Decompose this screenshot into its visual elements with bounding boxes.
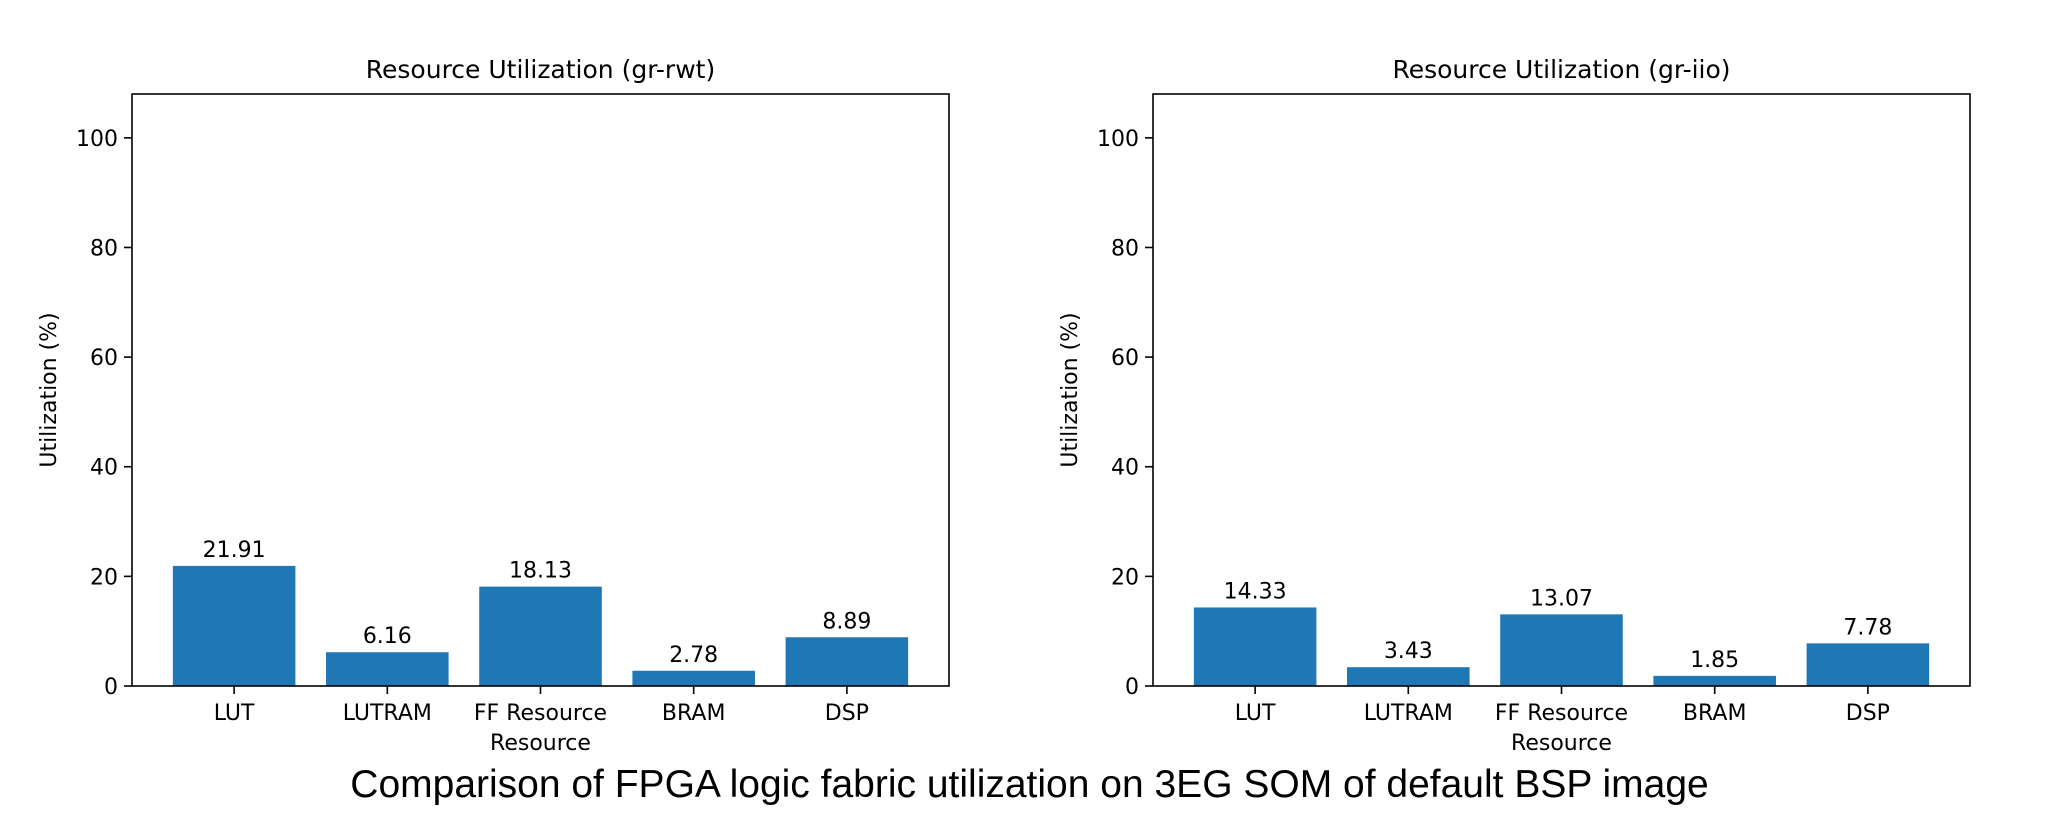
x-tick-label: FF Resource	[474, 701, 607, 726]
bar-bram	[632, 670, 755, 686]
x-axis-label: Resource	[1511, 731, 1612, 756]
data-label: 14.33	[1224, 579, 1287, 604]
data-label: 8.89	[822, 609, 871, 634]
x-tick-label: LUTRAM	[1364, 701, 1453, 726]
x-axis-label: Resource	[490, 731, 591, 756]
bar-lut	[1193, 607, 1317, 686]
bar-dsp	[1806, 643, 1930, 686]
y-tick-label: 100	[1097, 127, 1139, 152]
y-tick-label: 100	[76, 127, 118, 152]
y-tick-label: 60	[1111, 346, 1139, 371]
data-label: 2.78	[669, 643, 718, 668]
y-axis-label: Utilization (%)	[37, 312, 62, 467]
x-tick-label: DSP	[1846, 701, 1890, 726]
y-tick-label: 0	[104, 675, 118, 700]
x-tick-label: LUT	[1235, 701, 1276, 726]
data-label: 3.43	[1384, 639, 1433, 664]
x-tick-label: LUTRAM	[343, 701, 432, 726]
x-tick-label: DSP	[825, 701, 869, 726]
data-label: 1.85	[1690, 648, 1739, 673]
chart-title: Resource Utilization (gr-rwt)	[366, 55, 715, 84]
y-tick-label: 80	[90, 236, 118, 261]
x-tick-label: FF Resource	[1495, 701, 1628, 726]
y-tick-label: 0	[1125, 675, 1139, 700]
data-label: 21.91	[203, 538, 266, 563]
y-tick-label: 20	[90, 565, 118, 590]
bar-lut	[172, 565, 296, 686]
chart-title: Resource Utilization (gr-iio)	[1392, 55, 1730, 84]
figure-caption: Comparison of FPGA logic fabric utilizat…	[350, 763, 1709, 806]
data-label: 7.78	[1843, 615, 1892, 640]
bar-ff-resource	[479, 586, 602, 686]
bar-lutram	[326, 652, 449, 686]
y-tick-label: 40	[90, 456, 118, 481]
y-axis-label: Utilization (%)	[1058, 312, 1083, 467]
y-tick-label: 40	[1111, 456, 1139, 481]
y-tick-label: 20	[1111, 565, 1139, 590]
y-tick-label: 60	[90, 346, 118, 371]
bar-dsp	[785, 637, 909, 686]
data-label: 18.13	[509, 559, 572, 584]
y-tick-label: 80	[1111, 236, 1139, 261]
chart-gr-iio: 14.33 3.43 13.07 1.85 7.78 0 20 40 60 80 100 LUT LUT…	[1058, 55, 1971, 756]
x-tick-label: BRAM	[1683, 701, 1747, 726]
x-tick-label: BRAM	[662, 701, 726, 726]
bar-ff-resource	[1500, 614, 1623, 686]
data-label: 13.07	[1530, 586, 1593, 611]
bar-lutram	[1347, 667, 1470, 686]
bar-bram	[1653, 675, 1776, 686]
chart-gr-rwt: 21.91 6.16 18.13 2.78 8.89 0 20 40 60 80 100 LUT LUT…	[37, 55, 950, 756]
data-label: 6.16	[363, 624, 412, 649]
x-tick-label: LUT	[214, 701, 255, 726]
